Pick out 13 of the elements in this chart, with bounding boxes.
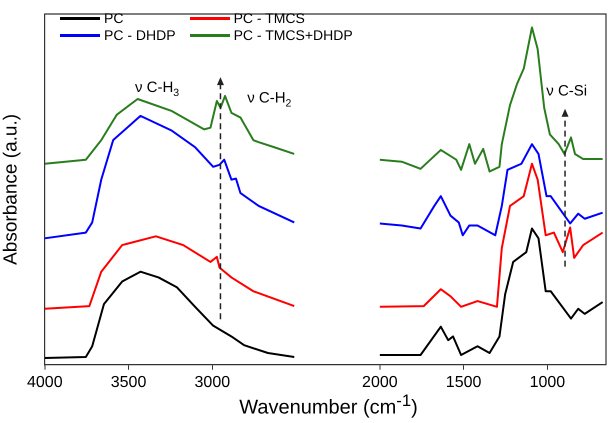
- x-axis-title: Wavenumber (cm$^{-1}$): [238, 391, 419, 420]
- x-tick-label: 4000: [27, 374, 63, 391]
- legend-label: PC - TMCS: [234, 10, 305, 26]
- annotation: ν C-Si: [546, 82, 588, 100]
- legend-label: PC: [104, 10, 124, 26]
- x-tick-label: 1000: [530, 374, 566, 391]
- x-tick-label: 1500: [446, 374, 482, 391]
- legend-label: PC - DHDP: [104, 27, 176, 43]
- y-axis-title: Absorbance (a.u.): [0, 114, 22, 265]
- x-tick-label: 3500: [110, 374, 146, 391]
- legend-label: PC - TMCS+DHDP: [234, 27, 353, 43]
- x-tick-label: 3000: [194, 374, 230, 391]
- x-tick-label: 2000: [362, 374, 398, 391]
